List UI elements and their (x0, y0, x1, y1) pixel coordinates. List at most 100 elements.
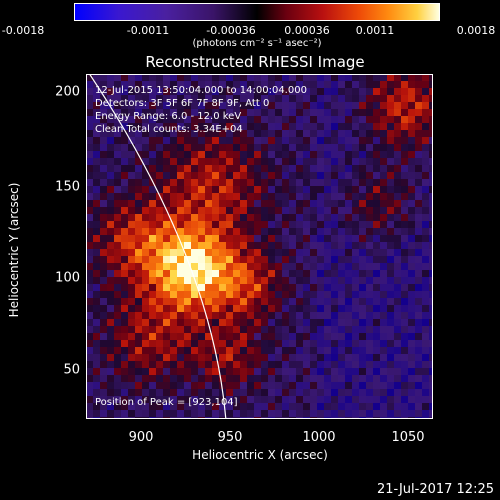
heatmap-cell (128, 270, 135, 277)
heatmap-cell (324, 200, 331, 207)
heatmap-cell (247, 382, 254, 389)
heatmap-cell (289, 382, 296, 389)
heatmap-cell (233, 74, 240, 81)
heatmap-cell (93, 235, 100, 242)
heatmap-cell (268, 319, 275, 326)
heatmap-cell (401, 221, 408, 228)
heatmap-cell (359, 375, 366, 382)
heatmap-cell (352, 256, 359, 263)
heatmap-cell (303, 396, 310, 403)
heatmap-cell (352, 410, 359, 417)
heatmap-cell (205, 144, 212, 151)
heatmap-cell (149, 270, 156, 277)
heatmap-cell (296, 200, 303, 207)
heatmap-cell (296, 375, 303, 382)
heatmap-cell (373, 144, 380, 151)
heatmap-cell (233, 326, 240, 333)
heatmap-cell (247, 88, 254, 95)
heatmap-cell (107, 81, 114, 88)
heatmap-cell (345, 249, 352, 256)
heatmap-cell (394, 326, 401, 333)
heatmap-cell (401, 340, 408, 347)
heatmap-cell (282, 151, 289, 158)
heatmap-cell (170, 361, 177, 368)
heatmap-cell (135, 214, 142, 221)
heatmap-cell (177, 123, 184, 130)
heatmap-cell (163, 214, 170, 221)
heatmap-cell (408, 179, 415, 186)
heatmap-cell (219, 361, 226, 368)
heatmap-cell (352, 354, 359, 361)
heatmap-cell (261, 396, 268, 403)
heatmap-cell (149, 305, 156, 312)
heatmap-cell (359, 151, 366, 158)
heatmap-cell (310, 88, 317, 95)
heatmap-cell (324, 116, 331, 123)
x-tick-label: 1050 (391, 430, 425, 445)
heatmap-cell (142, 235, 149, 242)
heatmap-cell (422, 123, 429, 130)
heatmap-cell (401, 235, 408, 242)
heatmap-cell (261, 375, 268, 382)
heatmap-cell (366, 130, 373, 137)
heatmap-cell (128, 284, 135, 291)
heatmap-cell (422, 256, 429, 263)
heatmap-cell (415, 410, 422, 417)
heatmap-cell (254, 88, 261, 95)
heatmap-cell (233, 95, 240, 102)
heatmap-cell (247, 137, 254, 144)
heatmap-cell (275, 277, 282, 284)
heatmap-cell (86, 382, 93, 389)
heatmap-cell (415, 228, 422, 235)
heatmap-cell (282, 102, 289, 109)
heatmap-cell (282, 291, 289, 298)
heatmap-cell (163, 144, 170, 151)
heatmap-cell (310, 74, 317, 81)
heatmap-cell (275, 81, 282, 88)
heatmap-cell (261, 74, 268, 81)
heatmap-cell (401, 410, 408, 417)
heatmap-cell (261, 403, 268, 410)
heatmap-cell (422, 389, 429, 396)
heatmap-cell (212, 95, 219, 102)
heatmap-cell (121, 340, 128, 347)
heatmap-cell (121, 312, 128, 319)
heatmap-cell (317, 172, 324, 179)
heatmap-cell (429, 102, 433, 109)
heatmap-cell (373, 284, 380, 291)
heatmap-cell (352, 186, 359, 193)
heatmap-cell (317, 207, 324, 214)
heatmap-cell (303, 382, 310, 389)
heatmap-cell (177, 102, 184, 109)
heatmap-cell (177, 95, 184, 102)
heatmap-cell (93, 130, 100, 137)
heatmap-cell (149, 179, 156, 186)
heatmap-cell (429, 270, 433, 277)
heatmap-cell (422, 291, 429, 298)
heatmap-cell (86, 361, 93, 368)
heatmap-cell (177, 235, 184, 242)
heatmap-cell (240, 263, 247, 270)
heatmap-cell (198, 312, 205, 319)
heatmap-cell (233, 333, 240, 340)
heatmap-cell (268, 116, 275, 123)
heatmap-cell (114, 214, 121, 221)
heatmap-cell (86, 347, 93, 354)
heatmap-cell (233, 389, 240, 396)
heatmap-cell (247, 95, 254, 102)
heatmap-cell (275, 403, 282, 410)
heatmap-cell (366, 291, 373, 298)
heatmap-cell (366, 242, 373, 249)
colorbar (74, 3, 440, 21)
heatmap-cell (282, 186, 289, 193)
heatmap-cell (429, 116, 433, 123)
heatmap-cell (324, 256, 331, 263)
heatmap-cell (429, 340, 433, 347)
heatmap-cell (373, 305, 380, 312)
heatmap-cell (282, 123, 289, 130)
heatmap-cell (303, 151, 310, 158)
heatmap-cell (142, 361, 149, 368)
heatmap-cell (282, 263, 289, 270)
heatmap-cell (135, 284, 142, 291)
heatmap-cell (205, 130, 212, 137)
